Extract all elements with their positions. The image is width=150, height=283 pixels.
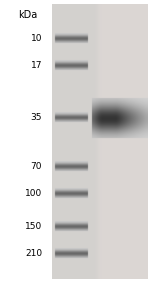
Text: kDa: kDa: [18, 10, 37, 20]
Text: 100: 100: [25, 189, 42, 198]
Text: 210: 210: [25, 249, 42, 258]
Text: 35: 35: [30, 113, 42, 122]
Text: 70: 70: [30, 162, 42, 171]
Text: 10: 10: [30, 34, 42, 43]
Text: 17: 17: [30, 61, 42, 70]
Text: 150: 150: [25, 222, 42, 231]
